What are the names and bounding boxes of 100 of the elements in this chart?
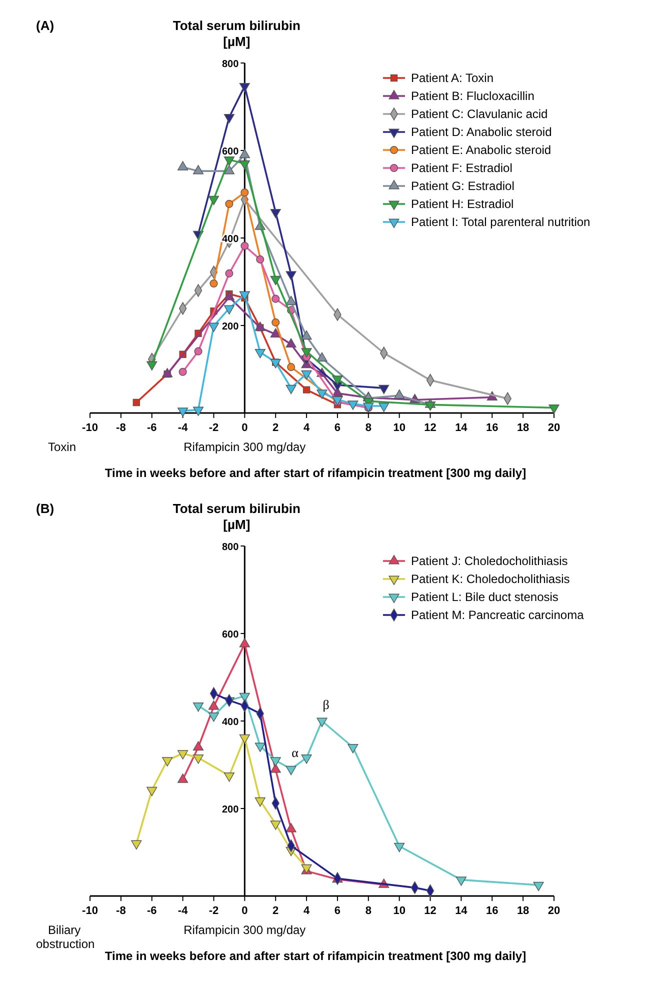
x-tick-label: -2 <box>208 905 219 917</box>
x-axis-title: Time in weeks before and after start of rifampicin treatment [300 mg daily] <box>104 949 526 963</box>
chart-title: (A) <box>36 18 54 33</box>
legend-label: Patient G: Estradiol <box>411 179 514 193</box>
point <box>316 390 328 399</box>
x-axis-title: Time in weeks before and after start of rifampicin treatment [300 mg daily] <box>104 466 526 480</box>
x-tick-label: 20 <box>548 905 560 917</box>
point <box>225 269 234 278</box>
point <box>286 384 296 394</box>
point <box>332 376 343 385</box>
x-tick-label: 8 <box>365 905 372 917</box>
point <box>456 876 466 886</box>
point <box>316 718 328 728</box>
x-tick-label: 10 <box>393 905 406 917</box>
point <box>224 772 234 782</box>
point <box>394 842 405 852</box>
x-tick-label: 2 <box>272 422 279 434</box>
x-tick-label: 12 <box>424 422 436 434</box>
x-tick-label: 10 <box>393 422 406 434</box>
x-tick-label: -4 <box>178 905 189 917</box>
point <box>208 322 220 332</box>
point <box>178 750 188 760</box>
y-tick-label: 800 <box>222 542 240 553</box>
text: Rifampicin 300 mg/day <box>184 440 306 454</box>
y-axis-title: Total serum bilirubin [µM] <box>172 18 301 49</box>
legend-label: Patient K: Choledocholithiasis <box>411 572 570 586</box>
point <box>533 882 544 892</box>
point <box>240 188 249 196</box>
point <box>194 347 202 356</box>
point <box>301 370 312 380</box>
point <box>254 797 266 807</box>
point <box>254 742 266 752</box>
text: Biliary obstruction <box>36 923 95 951</box>
point <box>548 404 560 414</box>
legend-label: Patient M: Pancreatic carcinoma <box>411 608 584 622</box>
point <box>224 305 234 314</box>
x-tick-label: 12 <box>424 905 436 917</box>
legend-label: Patient D: Anabolic steroid <box>411 125 552 139</box>
legend-label: Patient E: Anabolic steroid <box>411 143 552 157</box>
point <box>239 291 250 300</box>
x-tick-label: -6 <box>146 422 157 434</box>
point <box>348 400 358 410</box>
point <box>424 401 436 411</box>
y-tick-label: 400 <box>222 717 240 728</box>
point <box>286 271 296 280</box>
x-tick-label: 8 <box>365 422 372 434</box>
point <box>256 255 264 264</box>
y-tick-label: 800 <box>222 59 240 70</box>
x-tick-label: -6 <box>146 905 157 917</box>
point <box>272 318 280 326</box>
point <box>302 386 310 394</box>
point <box>178 408 188 417</box>
point <box>192 165 204 174</box>
x-tick-label: 16 <box>486 905 498 917</box>
legend-label: Patient F: Estradiol <box>411 161 512 175</box>
point <box>270 359 281 368</box>
legend-label: Patient A: Toxin <box>411 71 494 85</box>
x-tick-label: 4 <box>303 905 310 917</box>
point <box>224 165 234 174</box>
point <box>210 280 218 288</box>
point <box>240 242 249 250</box>
x-tick-label: 2 <box>272 905 279 917</box>
y-tick-label: 600 <box>222 630 240 640</box>
x-tick-label: 4 <box>303 422 310 434</box>
point <box>208 712 220 722</box>
chart-title: (B) <box>36 501 54 516</box>
point <box>287 363 296 372</box>
y-axis-title: Total serum bilirubin [µM] <box>172 501 301 532</box>
x-tick-label: 18 <box>516 905 530 917</box>
x-tick-label: -8 <box>116 905 126 917</box>
legend-label: Patient H: Estradiol <box>411 197 514 211</box>
x-tick-label: 0 <box>242 905 248 917</box>
legend-label: Patient J: Choledocholithiasis <box>411 554 568 568</box>
point <box>239 148 250 158</box>
point <box>270 757 281 766</box>
x-tick-label: 6 <box>334 905 341 917</box>
point <box>132 398 140 406</box>
point <box>131 840 142 850</box>
x-tick-label: -10 <box>82 422 98 434</box>
y-tick-label: 200 <box>222 804 240 816</box>
point <box>286 766 296 776</box>
text: Rifampicin 300 mg/day <box>184 923 306 937</box>
point <box>239 692 250 702</box>
x-tick-label: 14 <box>455 905 468 917</box>
x-tick-label: 18 <box>516 422 530 434</box>
point <box>146 361 158 370</box>
legend-label: Patient I: Total parenteral nutrition <box>411 215 590 229</box>
point <box>178 368 187 376</box>
point <box>162 757 173 766</box>
x-tick-label: 14 <box>455 422 468 434</box>
x-tick-label: 6 <box>334 422 341 434</box>
point <box>192 754 204 764</box>
y-tick-label: 200 <box>222 322 240 332</box>
x-tick-label: -8 <box>116 422 126 434</box>
annotation: β <box>322 697 330 712</box>
x-tick-label: -4 <box>178 422 189 434</box>
point <box>239 734 250 744</box>
point <box>270 276 281 286</box>
text: Toxin <box>48 440 76 454</box>
point <box>301 348 312 358</box>
